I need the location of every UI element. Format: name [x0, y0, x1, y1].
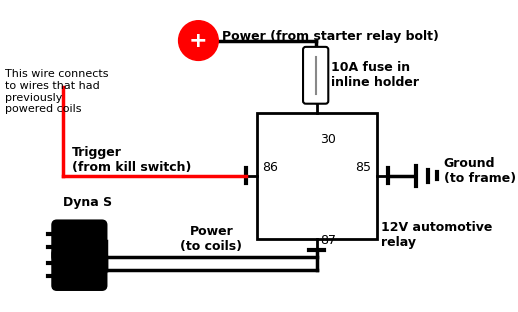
FancyBboxPatch shape	[52, 221, 106, 261]
Text: Trigger
(from kill switch): Trigger (from kill switch)	[72, 146, 192, 174]
Text: Power (from starter relay bolt): Power (from starter relay bolt)	[222, 30, 439, 42]
Text: 87: 87	[320, 234, 336, 247]
Text: 85: 85	[355, 161, 371, 174]
Text: Dyna S: Dyna S	[63, 196, 112, 209]
FancyBboxPatch shape	[303, 47, 328, 104]
Text: 30: 30	[320, 133, 336, 146]
Text: This wire connects
to wires that had
previously
powered coils: This wire connects to wires that had pre…	[5, 69, 109, 114]
Text: +: +	[189, 32, 208, 51]
Text: Ground
(to frame): Ground (to frame)	[444, 157, 516, 185]
Bar	[257, 113, 377, 239]
Text: 12V automotive
relay: 12V automotive relay	[381, 221, 492, 249]
Circle shape	[179, 21, 218, 61]
FancyBboxPatch shape	[52, 249, 106, 290]
Text: Power
(to coils): Power (to coils)	[180, 225, 242, 253]
Text: 10A fuse in
inline holder: 10A fuse in inline holder	[331, 61, 419, 89]
Text: 86: 86	[263, 161, 278, 174]
